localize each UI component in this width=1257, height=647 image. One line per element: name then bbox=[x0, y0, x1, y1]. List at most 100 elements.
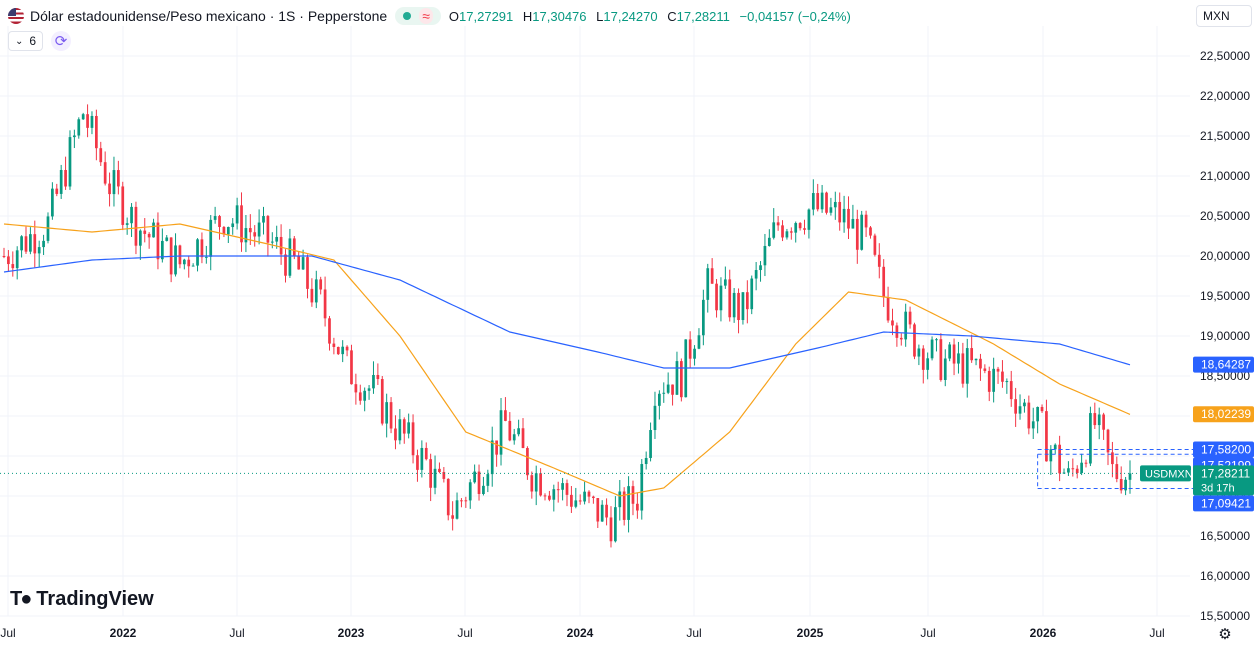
settings-gear-icon[interactable]: ⚙ bbox=[1218, 626, 1232, 643]
candle-body bbox=[807, 209, 811, 230]
candle-body bbox=[380, 379, 384, 424]
candle-body bbox=[614, 507, 617, 542]
candle-body bbox=[1023, 402, 1026, 407]
candle-body bbox=[930, 339, 934, 359]
candle-body bbox=[108, 183, 111, 195]
price-tag-bg bbox=[1193, 495, 1254, 512]
x-tick-label: Jul bbox=[686, 626, 701, 640]
candle-body bbox=[385, 402, 389, 424]
candle-body bbox=[460, 500, 463, 502]
candle-body bbox=[345, 346, 349, 351]
candle-body bbox=[587, 491, 591, 497]
candle-body bbox=[732, 292, 736, 318]
symbol-tag-bg bbox=[1140, 465, 1191, 482]
candle-body bbox=[11, 264, 15, 269]
candle-body bbox=[710, 268, 714, 284]
candle-body bbox=[477, 471, 481, 494]
candle-body bbox=[781, 225, 784, 238]
candle-body bbox=[605, 504, 608, 518]
candle-body bbox=[90, 115, 94, 128]
candle-body bbox=[904, 311, 908, 340]
candle-body bbox=[785, 231, 789, 238]
candle-body bbox=[350, 350, 353, 385]
sync-icon[interactable]: ⟳ bbox=[51, 31, 72, 51]
candle-body bbox=[275, 236, 279, 242]
y-tick-label: 21,50000 bbox=[1200, 129, 1250, 143]
candle-body bbox=[521, 428, 525, 449]
candle-body bbox=[913, 324, 916, 357]
candle-body bbox=[556, 489, 560, 491]
candle-body bbox=[222, 226, 226, 235]
candle-body bbox=[429, 459, 433, 488]
candle-body bbox=[248, 228, 252, 233]
candle-body bbox=[961, 353, 965, 384]
candle-body bbox=[596, 498, 600, 522]
candle-body bbox=[517, 428, 520, 435]
x-tick-label: 2022 bbox=[110, 626, 137, 640]
candle-body bbox=[2, 256, 6, 257]
close-value: 17,28211 bbox=[676, 8, 730, 24]
candle-body bbox=[948, 344, 952, 359]
candle-body bbox=[438, 468, 441, 472]
candle-body bbox=[204, 256, 208, 258]
candle-body bbox=[644, 457, 648, 465]
candle-body bbox=[455, 500, 459, 519]
candle-body bbox=[20, 236, 23, 251]
x-tick-label: 2024 bbox=[567, 626, 594, 640]
candle-body bbox=[257, 222, 261, 237]
tradingview-logo[interactable]: T● TradingView bbox=[10, 588, 154, 611]
candle-body bbox=[1001, 371, 1004, 382]
candle-body bbox=[231, 223, 235, 228]
candle-body bbox=[842, 208, 846, 223]
candle-body bbox=[319, 279, 323, 290]
candle-body bbox=[55, 188, 59, 194]
indicators-toggle-button[interactable]: ⌄ 6 bbox=[8, 31, 44, 51]
candle-body bbox=[851, 218, 855, 229]
chart-header: Dólar estadounidense/Peso mexicano · 1S … bbox=[8, 6, 851, 26]
candle-body bbox=[354, 384, 358, 393]
candle-body bbox=[336, 346, 340, 355]
candle-body bbox=[297, 256, 301, 270]
candle-body bbox=[1115, 464, 1119, 480]
candle-body bbox=[398, 419, 402, 441]
market-status-pill[interactable]: ≈ bbox=[395, 7, 441, 25]
candle-body bbox=[671, 384, 674, 395]
candle-body bbox=[974, 358, 978, 361]
countdown-label: 3d 17h bbox=[1201, 482, 1235, 494]
candle-body bbox=[741, 292, 745, 321]
candle-body bbox=[715, 283, 718, 311]
chevron-down-icon: ⌄ bbox=[15, 35, 24, 47]
candle-body bbox=[209, 219, 213, 257]
candle-body bbox=[543, 495, 547, 497]
candle-body bbox=[891, 320, 894, 326]
candle-body bbox=[200, 239, 204, 258]
candle-body bbox=[789, 231, 793, 233]
candle-body bbox=[394, 428, 397, 441]
last-price-label: 17,28211 bbox=[1201, 466, 1250, 480]
y-tick-label: 19,50000 bbox=[1200, 289, 1250, 303]
candle-body bbox=[772, 222, 776, 238]
indicators-count: 6 bbox=[29, 34, 37, 48]
x-tick-label: Jul bbox=[0, 626, 15, 640]
candle-body bbox=[125, 223, 129, 225]
candle-body bbox=[433, 468, 437, 488]
x-tick-label: Jul bbox=[457, 626, 472, 640]
candle-body bbox=[1009, 381, 1013, 400]
candle-body bbox=[719, 285, 723, 311]
candle-body bbox=[565, 483, 569, 495]
candle-body bbox=[468, 482, 472, 501]
candle-body bbox=[574, 500, 578, 507]
candle-body bbox=[1045, 411, 1048, 462]
candle-body bbox=[1027, 402, 1031, 429]
candle-body bbox=[548, 495, 551, 500]
candle-body bbox=[486, 474, 490, 486]
candle-body bbox=[420, 447, 424, 470]
candle-body bbox=[372, 374, 375, 389]
candle-body bbox=[675, 361, 679, 395]
symbol-title[interactable]: Dólar estadounidense/Peso mexicano · 1S … bbox=[30, 8, 388, 24]
candle-body bbox=[899, 337, 903, 340]
currency-button[interactable]: MXN bbox=[1196, 5, 1252, 27]
candle-body bbox=[152, 222, 155, 238]
candle-body bbox=[882, 266, 886, 298]
